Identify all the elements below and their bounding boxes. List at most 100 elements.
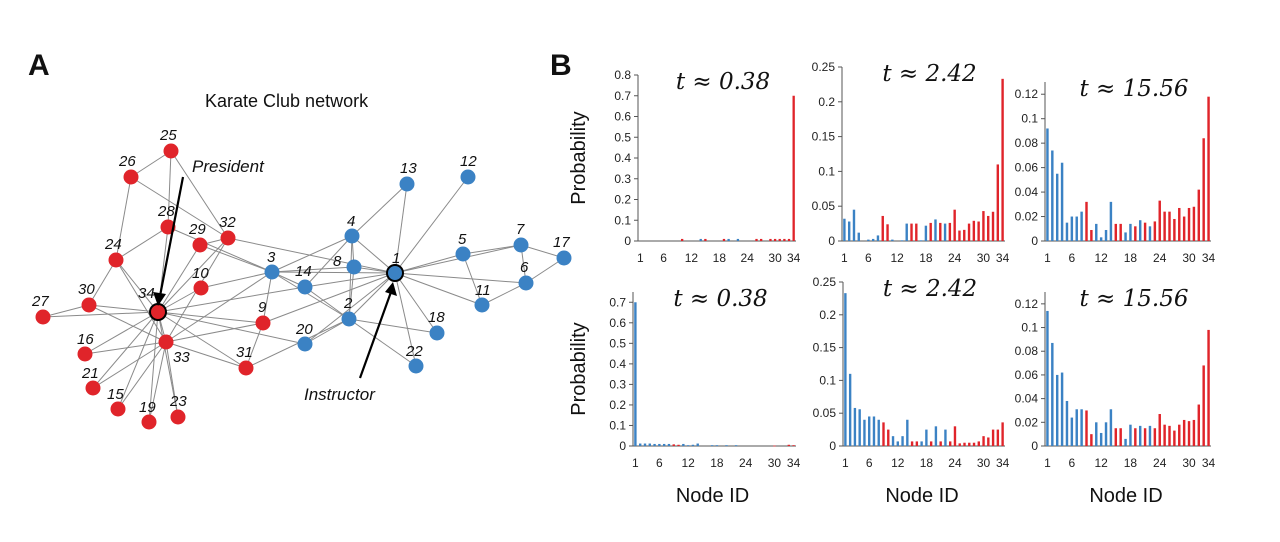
bar [1134, 428, 1137, 446]
bar [662, 443, 666, 446]
bar [1075, 409, 1078, 446]
network-node [255, 315, 271, 331]
x-tick-label: 6 [660, 251, 667, 265]
node-label: 22 [405, 343, 423, 360]
bar [1129, 223, 1132, 241]
bar [1187, 207, 1191, 241]
bar [643, 443, 647, 446]
bar [1090, 434, 1093, 446]
bar [1143, 222, 1147, 241]
network-edge [262, 272, 396, 324]
network-node [192, 237, 208, 253]
bar [1114, 223, 1118, 241]
x-tick-label: 1 [632, 456, 639, 470]
network-edge [394, 272, 527, 284]
bar [958, 443, 961, 446]
y-tick-label: 0.15 [812, 130, 836, 144]
network-node [35, 309, 51, 325]
chart-title: t ≈ 2.42 [883, 276, 977, 302]
bar [910, 223, 913, 241]
network-edge [130, 150, 172, 178]
y-tick-label: 0.6 [614, 110, 631, 124]
bar [1163, 211, 1166, 241]
bar [1051, 150, 1054, 241]
node-label: 27 [31, 293, 49, 310]
chart-3: 0 0.02 0.04 0.06 0.08 0.1 0.12 1 6 12 18 24 30 34 t ≈ … [1015, 76, 1216, 265]
bar [1109, 201, 1113, 241]
network-edge [148, 341, 167, 423]
bar [891, 436, 895, 446]
bar [858, 409, 861, 446]
probability-charts: 0 0.1 0.2 0.3 0.4 0.5 0.6 0.7 0.8 1 6 12 18 24 30 34 t ≈… [568, 60, 1216, 507]
y-tick-label: 0 [828, 234, 835, 248]
bar [736, 238, 740, 241]
bar [901, 436, 904, 446]
network-edge [148, 311, 159, 423]
bar [905, 223, 908, 241]
node-label: 2 [343, 295, 353, 312]
x-tick-label: 34 [996, 456, 1010, 470]
y-tick-label: 0.7 [614, 89, 631, 103]
president-arrow-shaft [158, 176, 185, 297]
bar [1129, 424, 1132, 446]
x-tick-label: 18 [920, 456, 934, 470]
bar [963, 442, 966, 446]
x-tick-label: 6 [1069, 456, 1076, 470]
network-node [163, 143, 179, 159]
bar [991, 211, 995, 241]
instructor-annotation: Instructor [304, 282, 397, 404]
bar [1060, 372, 1064, 446]
network-node [264, 264, 280, 280]
network-node [220, 230, 236, 246]
bar [1119, 428, 1122, 446]
network-edge [394, 272, 417, 367]
x-tick-label: 34 [996, 251, 1010, 265]
bar [919, 240, 923, 242]
bar [982, 211, 985, 241]
bar [844, 293, 847, 446]
instructor-arrow-head [385, 282, 397, 296]
y-tick-label: 0.1 [609, 418, 626, 432]
y-tick-label: 0.08 [1015, 136, 1039, 150]
network-edge [348, 318, 417, 367]
network-edge [351, 183, 408, 237]
bar [886, 224, 889, 241]
network-node [408, 358, 424, 374]
bar [953, 426, 957, 446]
y-axis-label: Probability [568, 111, 590, 204]
x-tick-label: 24 [739, 456, 753, 470]
network-edge [245, 322, 264, 369]
node-label: 5 [458, 231, 467, 248]
bar [920, 441, 923, 446]
network-node [85, 380, 101, 396]
x-tick-label: 6 [865, 251, 872, 265]
y-tick-label: 0.04 [1015, 185, 1039, 199]
bar [948, 222, 952, 241]
x-tick-label: 12 [890, 251, 904, 265]
bar [1197, 189, 1201, 241]
bar [1055, 374, 1059, 446]
bar [1143, 428, 1147, 446]
network-node [81, 297, 97, 313]
node-label: 3 [267, 249, 276, 266]
network-edge [271, 271, 396, 274]
network-edge [167, 150, 172, 228]
network-edge [157, 311, 306, 345]
x-tick-label: 1 [842, 456, 849, 470]
network-edge [351, 235, 396, 274]
bar [699, 238, 702, 241]
node-label: 19 [139, 399, 156, 416]
bar [867, 239, 870, 241]
network-edge [84, 341, 167, 355]
x-tick-label: 24 [741, 251, 755, 265]
network-node [513, 237, 529, 253]
network-node [297, 279, 313, 295]
bar [769, 238, 772, 241]
bar [1192, 419, 1196, 446]
node-label: 12 [460, 153, 477, 170]
network-edge [394, 253, 464, 274]
node-label: 31 [236, 344, 253, 361]
bar [715, 445, 719, 446]
bar [1114, 428, 1118, 446]
network-edge [167, 226, 273, 273]
